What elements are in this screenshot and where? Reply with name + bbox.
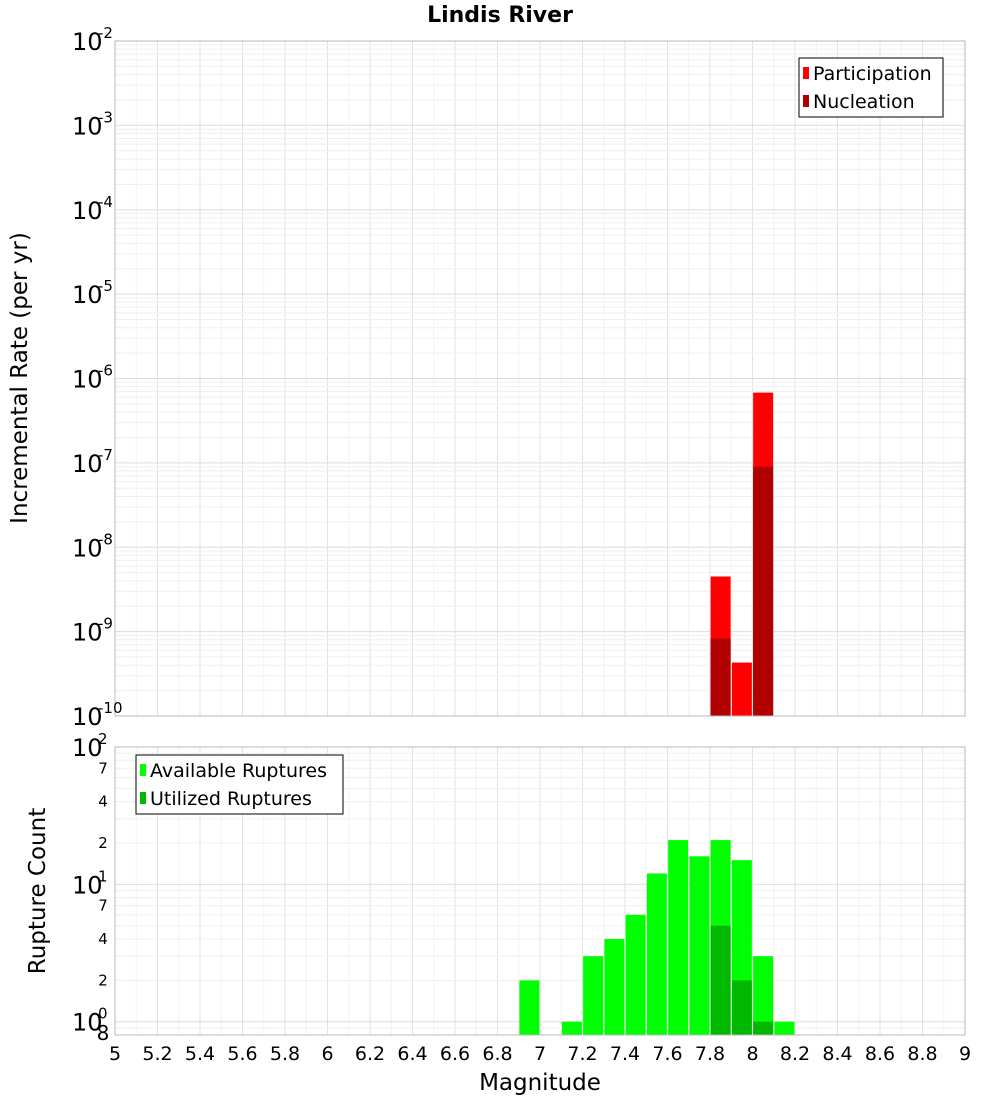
y-tick-label: 10	[72, 281, 103, 309]
bar-available-ruptures	[561, 1021, 582, 1035]
count-legend: Available Ruptures Utilized Ruptures	[135, 754, 344, 815]
y-tick-exponent: 1	[98, 867, 108, 885]
utilized-ruptures-legend-swatch	[140, 792, 146, 804]
y-tick-label: 10	[72, 366, 103, 394]
y-tick-exponent: -3	[98, 108, 113, 126]
y-tick-exponent: -4	[98, 193, 113, 211]
participation-legend-swatch	[803, 67, 809, 79]
count-plot-frame	[114, 746, 966, 1036]
x-tick-label: 8.2	[780, 1043, 810, 1065]
participation-legend-label: Participation	[813, 63, 932, 85]
x-tick-label: 8	[746, 1043, 758, 1065]
count-legend-box	[135, 754, 344, 815]
x-tick-label: 8.6	[865, 1043, 895, 1065]
y-minor-tick-label: 7	[98, 897, 108, 915]
y-tick-exponent: -2	[98, 24, 113, 42]
bar-available-ruptures	[646, 873, 667, 1035]
bar-utilized-ruptures	[710, 925, 731, 1035]
x-tick-label: 5.2	[142, 1043, 172, 1065]
rate-plot-panel: 10-210-310-410-510-610-710-810-910-10 In…	[7, 24, 966, 731]
bar-available-ruptures	[668, 840, 689, 1035]
bar-utilized-ruptures	[753, 1021, 774, 1035]
y-tick-label: 10	[72, 112, 103, 140]
x-tick-label: 6.8	[482, 1043, 512, 1065]
bar-available-ruptures	[625, 914, 646, 1035]
bar-available-ruptures	[519, 980, 540, 1035]
bar-nucleation	[710, 638, 731, 716]
y-tick-exponent: -7	[98, 446, 113, 464]
x-tick-label: 7.8	[695, 1043, 725, 1065]
x-tick-label: 8.4	[822, 1043, 852, 1065]
y-tick-exponent: -10	[98, 699, 123, 717]
y-minor-tick-label: 4	[98, 930, 108, 948]
y-minor-tick-label: 8	[97, 1021, 110, 1045]
y-minor-tick-label: 7	[98, 759, 108, 777]
y-tick-label: 10	[72, 28, 103, 56]
bar-utilized-ruptures	[731, 980, 752, 1035]
x-tick-label: 7.2	[567, 1043, 597, 1065]
y-tick-exponent: 0	[98, 1005, 108, 1023]
y-tick-label: 10	[72, 734, 103, 762]
y-tick-exponent: -9	[98, 615, 113, 633]
rate-legend-box	[798, 57, 944, 118]
rate-legend: Participation Nucleation	[798, 57, 944, 118]
y-tick-exponent: -8	[98, 530, 113, 548]
x-tick-label: 5.4	[185, 1043, 215, 1065]
rate-plot-grid	[114, 41, 966, 717]
y-minor-tick-label: 4	[98, 793, 108, 811]
rate-plot-bars	[710, 392, 774, 716]
x-axis-label: Magnitude	[479, 1070, 601, 1096]
chart-title: Lindis River	[427, 3, 573, 28]
magnitude-x-tick-labels: 5 5.2 5.4 5.6 5.8 6 6.2 6.4 6.6 6.8 7 7.2 7.4 7.6 7.8 8…	[109, 1043, 971, 1065]
nucleation-legend-label: Nucleation	[813, 91, 915, 113]
rate-plot-frame	[114, 40, 966, 717]
x-tick-label: 7.4	[610, 1043, 640, 1065]
x-tick-label: 8.8	[907, 1043, 937, 1065]
bar-participation	[731, 662, 752, 716]
y-tick-label: 10	[72, 619, 103, 647]
y-minor-tick-label: 2	[98, 971, 108, 989]
x-tick-label: 6.4	[397, 1043, 427, 1065]
x-tick-label: 6.6	[440, 1043, 470, 1065]
x-tick-label: 5.8	[270, 1043, 300, 1065]
available-ruptures-legend-swatch	[140, 764, 146, 776]
y-tick-label: 10	[72, 197, 103, 225]
bar-available-ruptures	[774, 1021, 795, 1035]
x-tick-label: 6.2	[355, 1043, 385, 1065]
x-tick-label: 5.6	[227, 1043, 257, 1065]
y-tick-exponent: -5	[98, 277, 113, 295]
y-tick-label: 10	[72, 871, 103, 899]
x-tick-label: 9	[959, 1043, 971, 1065]
x-tick-label: 7	[534, 1043, 546, 1065]
rate-y-axis-label: Incremental Rate (per yr)	[7, 232, 33, 524]
y-tick-label: 10	[72, 534, 103, 562]
nucleation-legend-swatch	[803, 95, 809, 107]
x-tick-label: 6	[321, 1043, 333, 1065]
count-y-axis-label: Rupture Count	[25, 808, 51, 974]
bar-available-ruptures	[753, 956, 774, 1035]
x-tick-label: 7.6	[652, 1043, 682, 1065]
rate-y-tick-labels: 10-210-310-410-510-610-710-810-910-10	[72, 24, 123, 731]
x-tick-label: 5	[109, 1043, 121, 1065]
available-ruptures-legend-label: Available Ruptures	[150, 760, 327, 782]
y-tick-label: 10	[72, 703, 103, 731]
utilized-ruptures-legend-label: Utilized Ruptures	[150, 788, 312, 810]
bar-available-ruptures	[689, 856, 710, 1035]
y-minor-tick-label: 2	[98, 834, 108, 852]
bar-available-ruptures	[583, 956, 604, 1035]
y-tick-exponent: -6	[98, 362, 113, 380]
y-tick-exponent: 2	[98, 730, 108, 748]
y-tick-label: 10	[72, 450, 103, 478]
count-plot-bars	[519, 840, 795, 1035]
y-tick-label: 10	[72, 1009, 103, 1037]
bar-nucleation	[753, 466, 774, 716]
bar-available-ruptures	[604, 939, 625, 1035]
